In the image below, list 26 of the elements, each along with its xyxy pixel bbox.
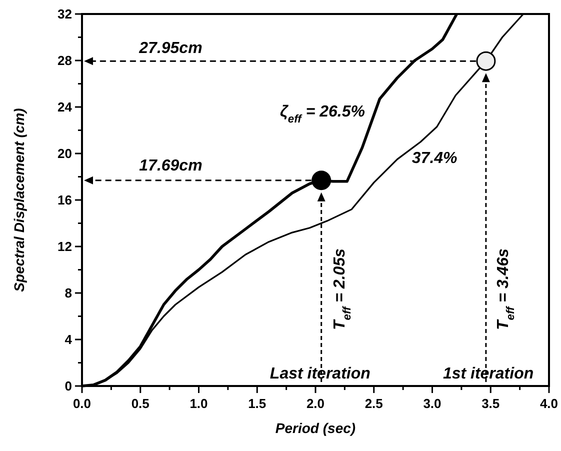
x-tick-label: 2.5 <box>364 396 383 411</box>
y-tick-label: 8 <box>64 286 72 301</box>
annotation: ζ$_{eff}$ = 26.5% <box>280 103 365 126</box>
y-tick-label: 16 <box>58 192 72 208</box>
y-tick-label: 24 <box>58 100 73 115</box>
annotation: 1st iteration <box>442 366 534 383</box>
y-tick-label: 28 <box>58 53 72 68</box>
y-tick-label: 20 <box>58 146 72 162</box>
y-tick-label: 4 <box>64 332 73 348</box>
x-tick-label: 3.5 <box>482 396 500 411</box>
x-axis-title: Period (sec) <box>275 420 356 436</box>
annotation: 37.4% <box>412 150 458 167</box>
y-tick-label: 12 <box>58 239 72 254</box>
annotation: Last iteration <box>270 366 371 383</box>
x-tick-label: 3.0 <box>423 396 442 411</box>
x-tick-label: 0.5 <box>131 396 150 411</box>
annotation: 27.95cm <box>138 40 202 58</box>
annotation: 17.69cm <box>139 157 202 174</box>
y-axis-title: Spectral Displacement (cm) <box>11 108 27 292</box>
x-tick-label: 4.0 <box>540 396 558 411</box>
y-tick-label: 32 <box>58 6 72 22</box>
x-tick-label: 1.5 <box>248 396 266 411</box>
x-tick-label: 2.0 <box>306 396 325 411</box>
y-tick-label: 0 <box>64 378 72 394</box>
x-tick-label: 0.0 <box>72 396 92 411</box>
x-tick-label: 1.0 <box>190 396 208 411</box>
